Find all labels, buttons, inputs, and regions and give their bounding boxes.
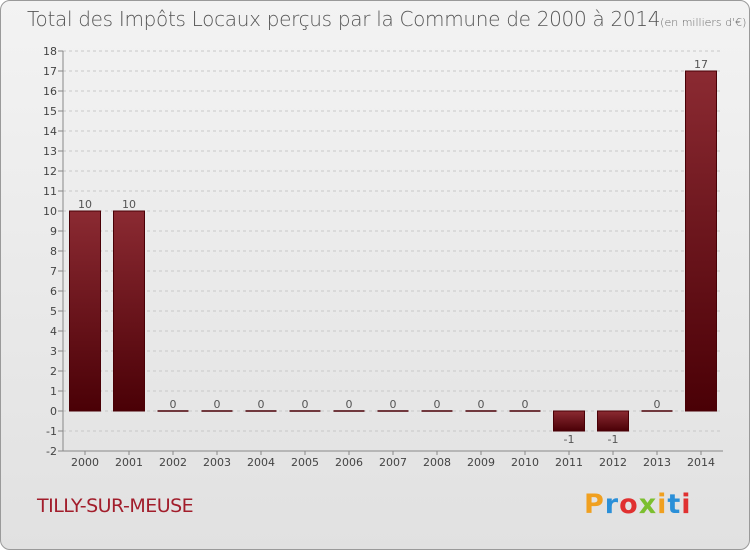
logo-letter: t [667, 489, 682, 520]
commune-name: TILLY-SUR-MEUSE [37, 495, 194, 517]
y-tick-label: 8 [50, 245, 57, 258]
y-tick-label: 15 [43, 105, 57, 118]
y-tick-label: 10 [43, 205, 57, 218]
proxiti-logo[interactable]: Proxiti [584, 489, 692, 520]
data-label: 10 [122, 198, 136, 211]
data-label: -1 [564, 433, 575, 446]
logo-letter: o [619, 489, 639, 520]
y-tick-label: -1 [46, 425, 57, 438]
data-label: 0 [302, 398, 309, 411]
y-tick-label: -2 [46, 445, 57, 458]
y-tick-label: 18 [43, 45, 57, 58]
bar [113, 210, 145, 412]
logo-letter: i [681, 489, 692, 520]
bar [685, 70, 717, 412]
x-tick-label: 2006 [335, 456, 363, 469]
y-tick-label: 0 [50, 405, 57, 418]
data-label: -1 [608, 433, 619, 446]
x-tick-label: 2004 [247, 456, 275, 469]
y-tick-label: 7 [50, 265, 57, 278]
data-label: 0 [170, 398, 177, 411]
bar [597, 410, 629, 432]
y-tick-label: 13 [43, 145, 57, 158]
x-tick-label: 2000 [71, 456, 99, 469]
x-tick-label: 2013 [643, 456, 671, 469]
y-tick-label: 17 [43, 65, 57, 78]
bar [553, 410, 585, 432]
x-tick-label: 2007 [379, 456, 407, 469]
logo-letter: i [657, 489, 668, 520]
y-tick-label: 5 [50, 305, 57, 318]
data-label: 0 [390, 398, 397, 411]
y-tick-label: 3 [50, 345, 57, 358]
x-tick-label: 2010 [511, 456, 539, 469]
data-label: 0 [522, 398, 529, 411]
bar [69, 210, 101, 412]
data-label: 10 [78, 198, 92, 211]
x-tick-label: 2008 [423, 456, 451, 469]
logo-letter: P [584, 489, 605, 520]
y-tick-label: 6 [50, 285, 57, 298]
data-label: 0 [478, 398, 485, 411]
y-tick-label: 1 [50, 385, 57, 398]
y-tick-label: 2 [50, 365, 57, 378]
x-tick-label: 2003 [203, 456, 231, 469]
y-tick-label: 14 [43, 125, 57, 138]
x-tick-label: 2001 [115, 456, 143, 469]
data-label: 17 [694, 58, 708, 71]
data-label: 0 [654, 398, 661, 411]
y-tick-label: 12 [43, 165, 57, 178]
x-tick-label: 2009 [467, 456, 495, 469]
y-tick-label: 11 [43, 185, 57, 198]
data-label: 0 [434, 398, 441, 411]
x-tick-label: 2011 [555, 456, 583, 469]
logo-letter: x [638, 489, 658, 520]
x-tick-label: 2012 [599, 456, 627, 469]
data-label: 0 [346, 398, 353, 411]
y-tick-label: 16 [43, 85, 57, 98]
y-tick-label: 9 [50, 225, 57, 238]
data-label: 0 [214, 398, 221, 411]
x-tick-label: 2014 [687, 456, 715, 469]
y-tick-label: 4 [50, 325, 57, 338]
x-tick-label: 2002 [159, 456, 187, 469]
chart-unit: (en milliers d'€) [660, 16, 747, 29]
logo-letter: r [604, 489, 620, 520]
x-tick-label: 2005 [291, 456, 319, 469]
chart-title: Total des Impôts Locaux perçus par la Co… [27, 7, 746, 31]
chart-title-text: Total des Impôts Locaux perçus par la Co… [27, 7, 661, 31]
data-label: 0 [258, 398, 265, 411]
